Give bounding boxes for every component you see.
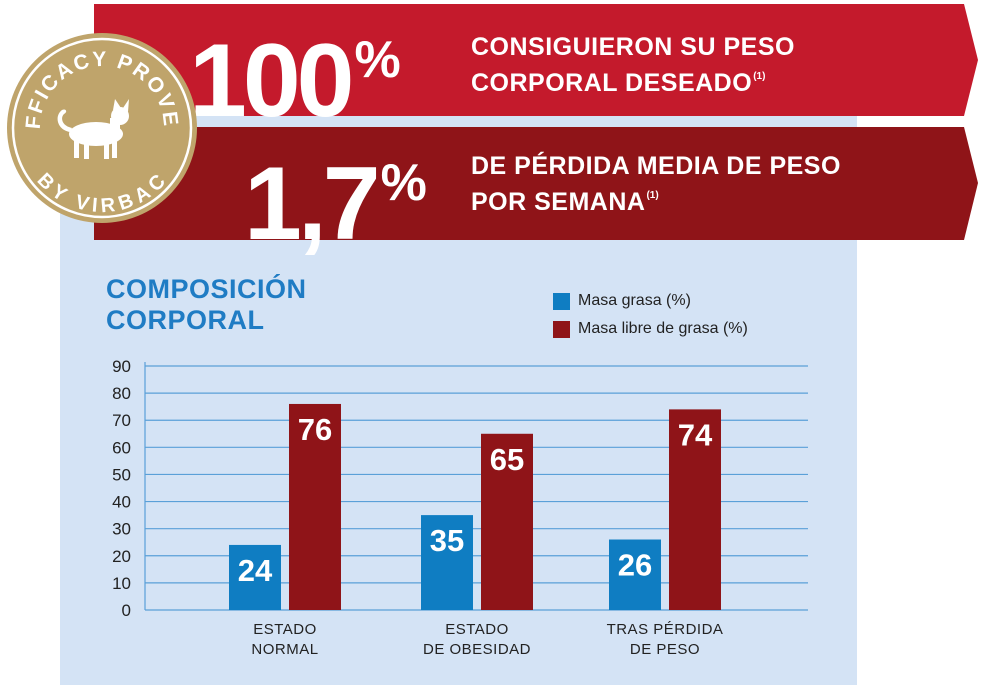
- legend-item-fat: Masa grasa (%): [553, 287, 748, 315]
- badge-ring: [11, 37, 193, 219]
- legend-swatch-lean: [553, 320, 570, 338]
- y-tick-label: 30: [112, 520, 131, 539]
- y-tick-label: 0: [122, 601, 131, 620]
- x-category-label: TRAS PÉRDIDA: [607, 621, 724, 638]
- bar-lean-mass: [481, 433, 533, 610]
- y-tick-label: 10: [112, 574, 131, 593]
- banner-1-text: CONSIGUIERON SU PESO CORPORAL DESEADO(1): [471, 33, 795, 97]
- chart-legend: Masa grasa (%) Masa libre de grasa (%): [553, 287, 748, 343]
- y-tick-label: 20: [112, 547, 131, 566]
- x-category-label: NORMAL: [251, 641, 318, 658]
- y-tick-label: 70: [112, 411, 131, 430]
- x-category-label: ESTADO: [445, 621, 509, 638]
- data-label-fat-mass: 24: [238, 553, 273, 588]
- legend-item-lean: Masa libre de grasa (%): [553, 315, 748, 343]
- chart-title: COMPOSICIÓN CORPORAL: [106, 274, 307, 335]
- banner-2-shape: [94, 127, 978, 240]
- bar-fat-mass: [421, 515, 473, 610]
- x-category-label: DE OBESIDAD: [423, 641, 531, 658]
- bar-fat-mass: [609, 539, 661, 610]
- legend-label-lean: Masa libre de grasa (%): [578, 320, 748, 337]
- banner-2-text: DE PÉRDIDA MEDIA DE PESO POR SEMANA(1): [471, 152, 841, 216]
- cat-icon: [57, 99, 129, 159]
- data-label-fat-mass: 35: [430, 523, 464, 558]
- banner-weight-loss: 1,7% DE PÉRDIDA MEDIA DE PESO POR SEMANA…: [94, 127, 984, 258]
- x-category-label: ESTADO: [253, 621, 317, 638]
- data-label-lean-mass: 74: [678, 417, 713, 452]
- y-tick-label: 80: [112, 384, 131, 403]
- data-label-lean-mass: 65: [490, 442, 524, 477]
- banner-2-figure: 1,7%: [244, 146, 427, 262]
- banner-1-figure: 100%: [189, 23, 401, 139]
- bar-fat-mass: [229, 544, 281, 610]
- x-category-label: DE PESO: [630, 641, 700, 658]
- banner-success-rate: 100% CONSIGUIERON SU PESO CORPORAL DESEA…: [94, 4, 984, 135]
- bar-lean-mass: [289, 403, 341, 610]
- legend-label-fat: Masa grasa (%): [578, 292, 691, 309]
- legend-swatch-fat: [553, 292, 570, 310]
- banner-1-shape: [94, 4, 978, 116]
- y-tick-label: 90: [112, 357, 131, 376]
- data-label-lean-mass: 76: [298, 412, 332, 447]
- y-tick-label: 60: [112, 438, 131, 457]
- efficacy-proven-badge: EFFICACY PROVEN BY VIRBAC: [2, 28, 197, 223]
- y-tick-label: 40: [112, 493, 131, 512]
- data-label-fat-mass: 26: [618, 548, 652, 583]
- y-tick-label: 50: [112, 465, 131, 484]
- bar-lean-mass: [669, 409, 721, 610]
